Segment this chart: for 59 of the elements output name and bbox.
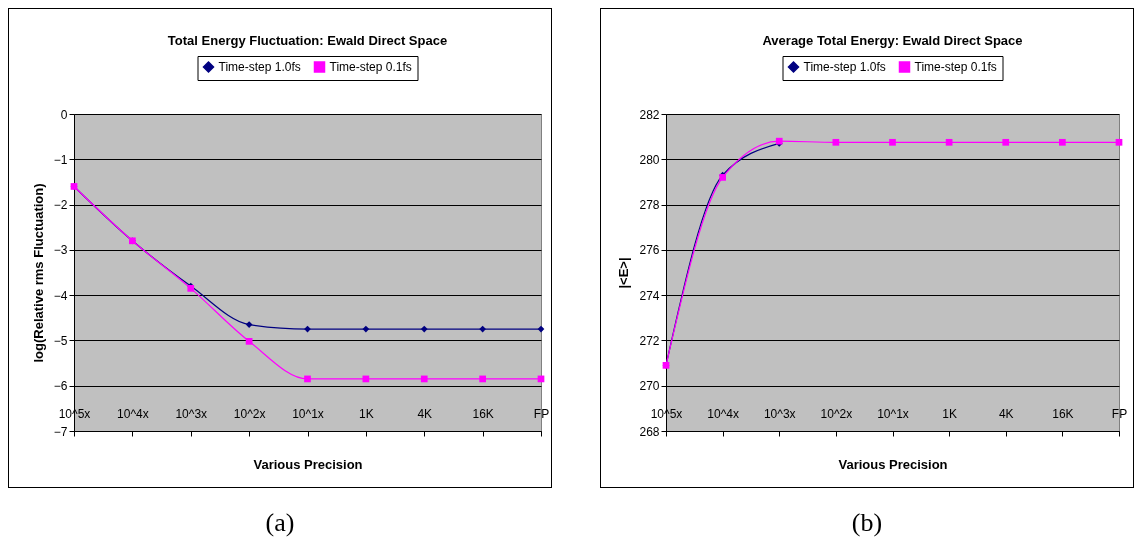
point — [1115, 138, 1123, 146]
point — [245, 321, 253, 328]
x-tick-label: 4K — [417, 406, 433, 421]
y-tick-label: −1 — [53, 152, 68, 167]
legend-label: Time-step 0.1fs — [914, 60, 997, 74]
y-tick-label: −2 — [53, 198, 68, 213]
y-tick-label: −6 — [53, 379, 68, 394]
x-tick-label: FP — [533, 406, 550, 421]
point — [832, 138, 840, 146]
point — [889, 138, 896, 146]
point — [537, 325, 545, 333]
y-tick-label: 270 — [639, 379, 660, 394]
point — [304, 375, 311, 383]
x-axis-title: Various Precision — [253, 457, 363, 472]
y-tick-label: 280 — [639, 152, 660, 167]
y-tick-label: 276 — [639, 243, 660, 258]
y-tick-label: 274 — [639, 288, 660, 303]
x-tick-label: 1K — [359, 406, 374, 421]
x-tick-label: 10^2x — [233, 406, 266, 421]
chart-title: Total Energy Fluctuation: Ewald Direct Space — [167, 32, 448, 48]
x-tick-label: 10^3x — [763, 406, 796, 421]
x-tick-label: 16K — [1052, 406, 1074, 421]
y-axis-title: log(Relative rms Fluctuation) — [30, 183, 46, 363]
x-tick-label: 10^2x — [820, 406, 853, 421]
y-tick-label: 278 — [639, 198, 660, 213]
x-axis-title: Various Precision — [838, 457, 948, 472]
legend-label: Time-step 1.0fs — [803, 60, 886, 74]
point — [245, 337, 253, 345]
text: (b) — [850, 508, 884, 538]
y-tick-label: 268 — [639, 424, 660, 439]
y-axis-title: |<E>| — [616, 257, 632, 289]
y-tick-label: −3 — [53, 243, 68, 258]
y-tick-label: −7 — [53, 424, 68, 439]
point — [945, 138, 953, 146]
chart-title: Average Total Energy: Ewald Direct Space — [762, 32, 1023, 48]
legend-label: Time-step 0.1fs — [329, 60, 412, 74]
point — [479, 375, 486, 383]
y-tick-label: −4 — [53, 288, 68, 303]
point — [420, 325, 428, 333]
x-tick-label: 10^3x — [175, 406, 208, 421]
y-tick-label: 282 — [639, 107, 660, 122]
point — [420, 375, 428, 383]
point — [1059, 138, 1066, 146]
x-tick-label: 10^4x — [117, 406, 149, 421]
y-tick-label: 272 — [639, 333, 660, 348]
y-tick-label: −5 — [53, 333, 68, 348]
legend-label: Time-step 1.0fs — [218, 60, 301, 74]
x-tick-label: 10^1x — [292, 406, 324, 421]
y-tick-label: 0 — [60, 107, 68, 122]
x-tick-label: 10^4x — [707, 406, 739, 421]
point — [362, 325, 370, 333]
point — [1002, 138, 1010, 146]
text: (a) — [264, 508, 296, 538]
x-tick-label: FP — [1111, 406, 1128, 421]
x-tick-label: 4K — [998, 406, 1014, 421]
point — [479, 325, 486, 333]
x-tick-label: 16K — [472, 406, 494, 421]
x-tick-label: 10^1x — [877, 406, 909, 421]
x-tick-label: 1K — [942, 406, 957, 421]
